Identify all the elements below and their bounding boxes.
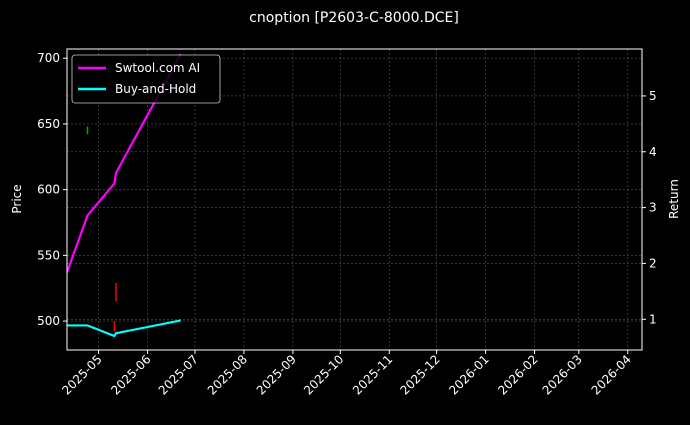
y-axis-label: Price	[10, 184, 24, 213]
x-tick-label: 2025-06	[108, 352, 153, 397]
x-tick-label: 2025-07	[156, 352, 201, 397]
series-line	[67, 53, 182, 273]
x-tick-label: 2026-01	[446, 352, 491, 397]
y-tick-label: 650	[37, 117, 60, 131]
x-tick-label: 2025-09	[254, 352, 299, 397]
y-tick-label: 600	[37, 183, 60, 197]
x-tick-label: 2026-03	[540, 352, 585, 397]
x-tick-label: 2026-04	[589, 352, 634, 397]
x-tick-label: 2025-05	[59, 352, 104, 397]
y-right-axis-label: Return	[667, 179, 681, 219]
x-tick-label: 2025-08	[205, 352, 250, 397]
legend-box	[71, 54, 221, 104]
series-line	[67, 319, 181, 338]
x-tick-label: 2025-11	[350, 352, 395, 397]
series-layer	[67, 53, 182, 338]
y-right-tick-label: 3	[649, 201, 657, 215]
y-tick-label: 550	[37, 248, 60, 262]
y-tick-label: 500	[37, 314, 60, 328]
x-tick-label: 2026-02	[495, 352, 540, 397]
chart-title: cnoption [P2603-C-8000.DCE]	[249, 10, 459, 26]
y-right-tick-label: 2	[649, 256, 657, 270]
y-right-tick-label: 5	[649, 89, 657, 103]
y-right-tick-label: 1	[649, 312, 657, 326]
x-tick-label: 2025-12	[397, 352, 442, 397]
y-tick-label: 700	[37, 51, 60, 65]
legend-label: Swtool.com AI	[115, 61, 200, 75]
legend-label: Buy-and-Hold	[115, 82, 196, 96]
y-right-tick-label: 4	[649, 145, 657, 159]
legend: Swtool.com AI Buy-and-Hold	[71, 54, 221, 104]
x-tick-label: 2025-10	[301, 352, 346, 397]
plot-frame	[66, 48, 643, 351]
